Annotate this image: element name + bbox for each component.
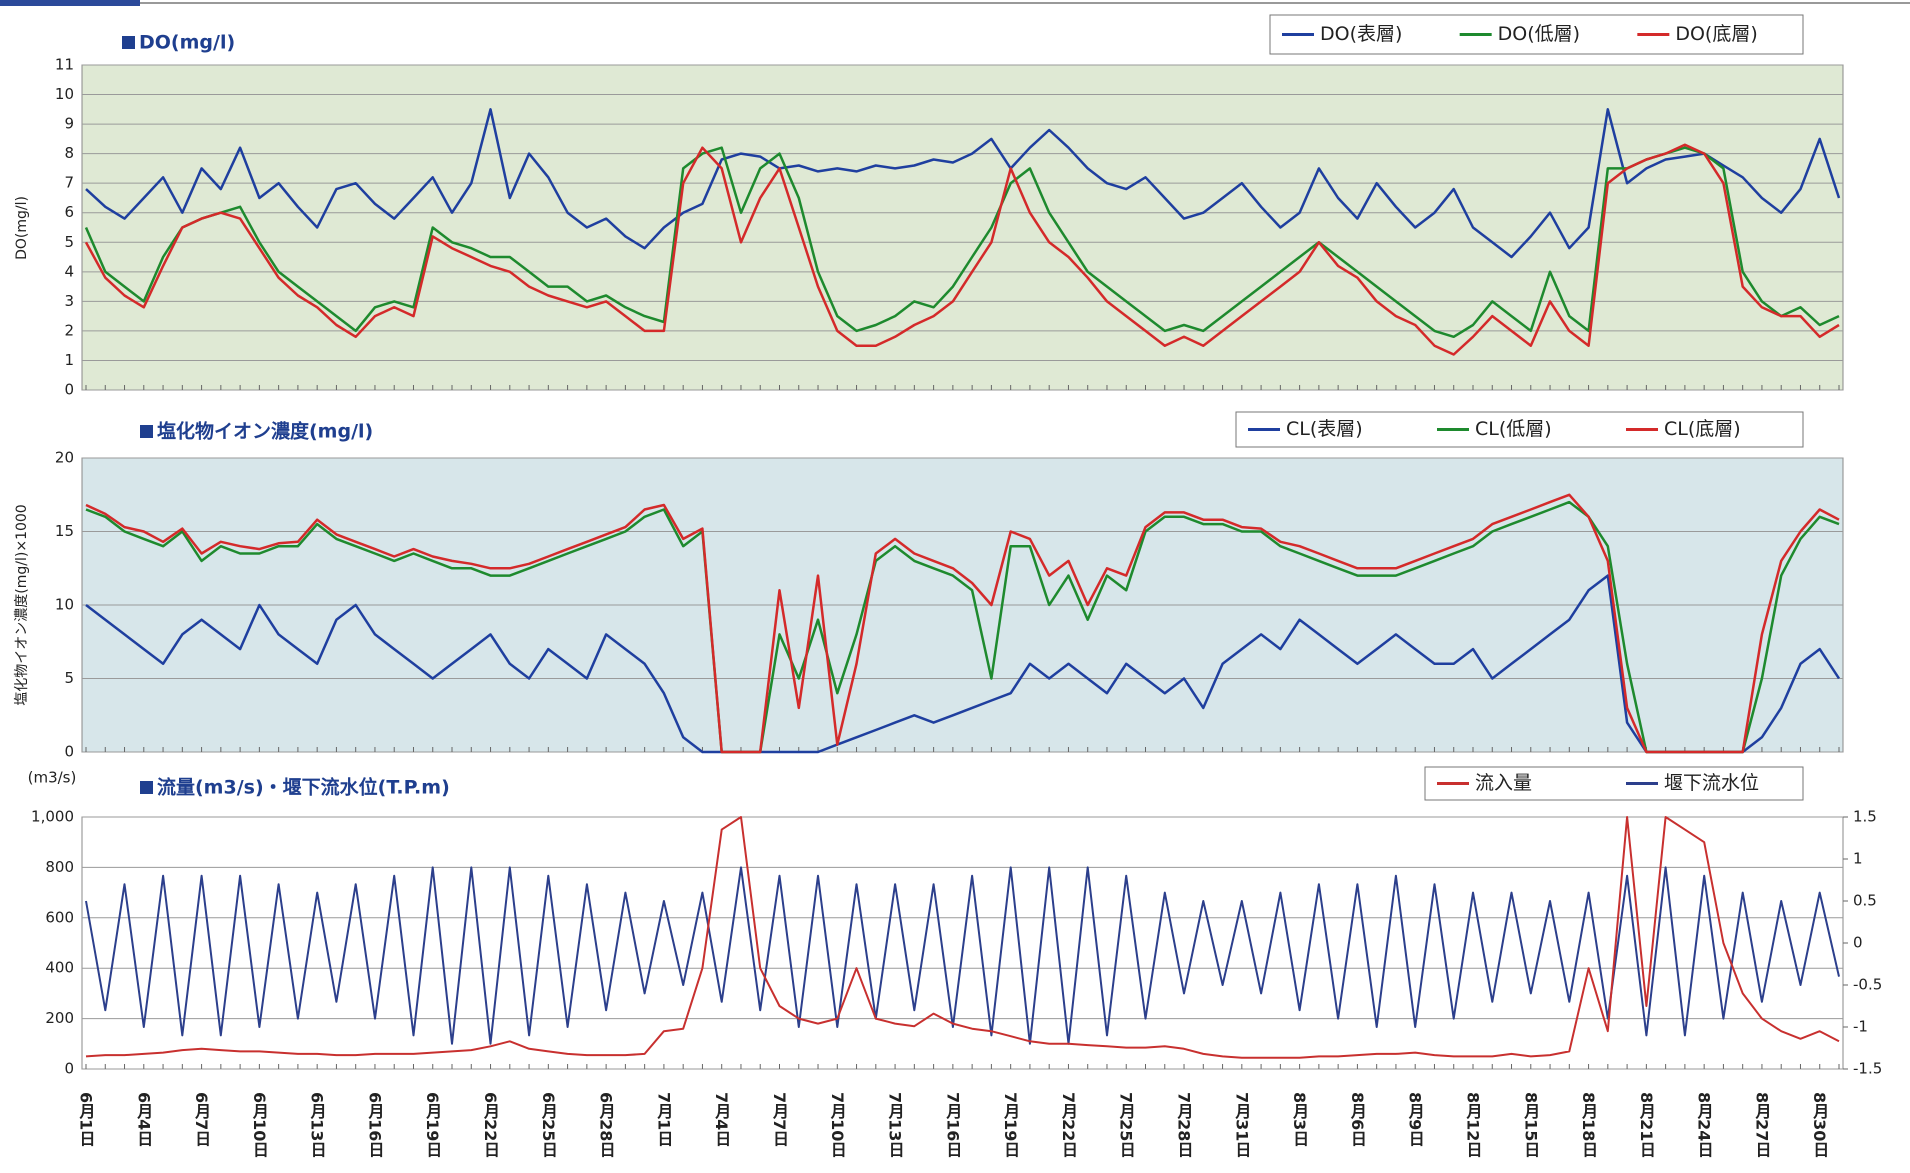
x-tick-label: 8月21日 [1637,1092,1657,1157]
y-tick-label: 11 [55,56,74,74]
y-tick-label: 7 [64,174,74,192]
y-axis-label: DO(mg/l) [14,196,30,260]
y-tick-label: 10 [55,596,74,614]
y-tick-label: 20 [55,449,74,467]
y-tick-label: 800 [45,858,74,876]
legend-box [1424,766,1804,801]
y-tick-label: 0 [64,381,74,399]
x-tick-label: 8月6日 [1348,1092,1368,1146]
x-tick-label: 8月15日 [1521,1092,1541,1157]
x-tick-label: 7月31日 [1232,1092,1252,1157]
y-axis-label: (m3/s) [28,769,77,787]
x-tick-label: 7月13日 [886,1092,906,1157]
y2-tick-label: -1 [1853,1018,1868,1036]
x-tick-label: 6月22日 [481,1092,501,1157]
x-tick-label: 6月25日 [539,1092,559,1157]
y-tick-label: 0 [64,1060,74,1078]
x-tick-label: 8月9日 [1406,1092,1426,1146]
legend-label: DO(底層) [1675,23,1757,45]
y-tick-label: 3 [64,292,74,310]
legend-label: CL(底層) [1664,418,1741,440]
legend-label: 流入量 [1475,772,1532,794]
title-marker [140,425,153,438]
y-tick-label: 15 [55,522,74,540]
y-tick-label: 5 [64,233,74,251]
y-tick-label: 10 [55,85,74,103]
x-tick-label: 8月27日 [1752,1092,1772,1157]
x-tick-label: 8月18日 [1579,1092,1599,1157]
legend-box [1269,14,1804,55]
title-marker [122,36,135,49]
y-tick-label: 1,000 [31,808,74,826]
x-tick-label: 6月7日 [192,1092,212,1146]
x-tick-label: 6月19日 [423,1092,443,1157]
series-line [85,866,1840,1045]
y2-tick-label: -0.5 [1853,976,1882,994]
legend-label: 堰下流水位 [1664,772,1759,794]
chart-title: 塩化物イオン濃度(mg/l) [157,420,373,443]
y-tick-label: 8 [64,144,74,162]
y2-tick-label: 0 [1853,934,1863,952]
series-line [84,146,1840,339]
x-tick-label: 6月13日 [308,1092,328,1157]
y2-tick-label: -1.5 [1853,1060,1882,1078]
x-tick-label: 6月10日 [250,1092,270,1157]
legend-label: CL(表層) [1286,418,1363,440]
y-axis-label: 塩化物イオン濃度(mg/l)×1000 [14,504,30,705]
series-line [85,108,1841,259]
chart-title: DO(mg/l) [139,32,235,54]
plot-background [81,64,1844,391]
series-line [85,574,1841,754]
y-tick-label: 200 [45,1009,74,1027]
x-tick-label: 8月12日 [1463,1092,1483,1157]
chart-title: 流量(m3/s)・堰下流水位(T.P.m) [157,776,450,799]
y-tick-label: 5 [64,669,74,687]
x-tick-label: 7月19日 [1001,1092,1021,1157]
y-tick-label: 600 [45,908,74,926]
y-tick-label: 6 [64,203,74,221]
x-tick-label: 6月28日 [597,1092,617,1157]
y-tick-label: 0 [64,743,74,761]
y2-tick-label: 0.5 [1853,892,1877,910]
y-tick-label: 2 [64,321,74,339]
y-tick-label: 1 [64,351,74,369]
x-tick-label: 7月4日 [712,1092,732,1146]
series-line [85,493,1840,754]
x-tick-label: 7月16日 [943,1092,963,1157]
x-tick-label: 8月24日 [1695,1092,1715,1157]
x-tick-label: 8月30日 [1810,1092,1830,1157]
x-tick-label: 6月4日 [134,1092,154,1146]
x-tick-label: 6月1日 [77,1092,97,1146]
legend-label: DO(低層) [1498,23,1580,45]
y-tick-label: 4 [64,262,74,280]
x-tick-label: 7月7日 [770,1092,790,1146]
x-tick-label: 7月10日 [828,1092,848,1157]
x-tick-label: 7月28日 [1175,1092,1195,1157]
x-tick-label: 8月3日 [1290,1092,1310,1146]
legend-box [1235,411,1804,448]
legend-label: CL(低層) [1475,418,1552,440]
y2-tick-label: 1.5 [1853,808,1877,826]
x-tick-label: 6月16日 [365,1092,385,1157]
series-line [84,143,1840,356]
y-tick-label: 400 [45,959,74,977]
x-tick-label: 7月22日 [1059,1092,1079,1157]
series-line [85,500,1840,754]
series-line [85,816,1840,1059]
legend-label: DO(表層) [1320,23,1402,45]
y-tick-label: 9 [64,115,74,133]
title-marker [140,781,153,794]
y2-tick-label: 1 [1853,850,1863,868]
header-strip [0,0,140,6]
x-tick-label: 7月1日 [654,1092,674,1146]
x-tick-label: 7月25日 [1117,1092,1137,1157]
